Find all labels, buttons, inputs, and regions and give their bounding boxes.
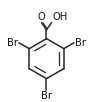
Text: Br: Br — [75, 38, 86, 48]
Text: OH: OH — [53, 12, 68, 22]
Text: O: O — [37, 12, 45, 22]
Text: Br: Br — [41, 91, 52, 101]
Text: Br: Br — [7, 38, 18, 48]
